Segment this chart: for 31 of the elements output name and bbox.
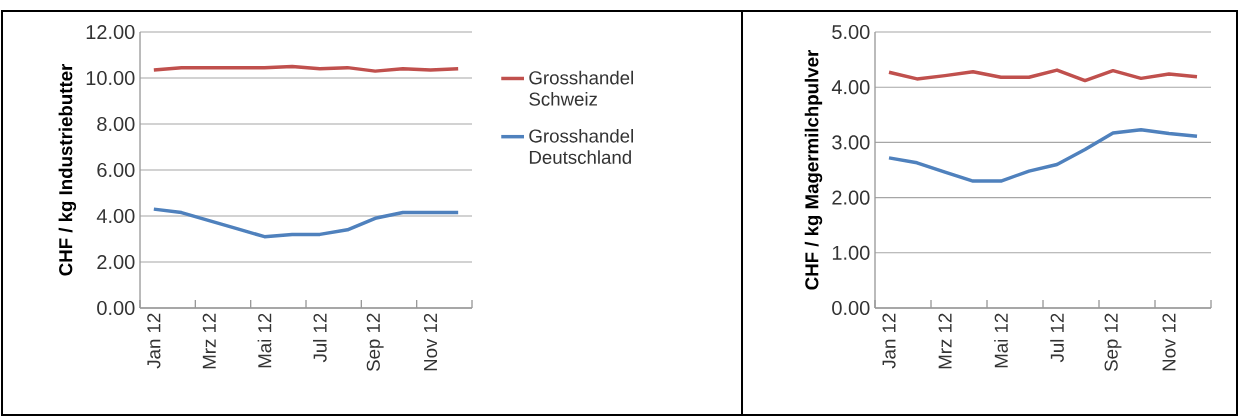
legend-label: Grosshandel Deutschland [529, 128, 633, 164]
y-tick-label: 0.00 [832, 300, 870, 316]
y-tick-label: 3.00 [832, 135, 870, 150]
x-tick-label: Jan 12 [147, 313, 161, 369]
y-tick-label: 4.00 [831, 80, 870, 95]
x-tick-label: Jul 12 [312, 313, 327, 363]
x-tick-label: Jul 12 [1050, 313, 1064, 363]
y-axis-title: CHF / kg Magermilchpulver [804, 49, 823, 290]
x-tick-label: Mrz 12 [938, 313, 952, 369]
x-tick-label: Nov 12 [1162, 313, 1176, 371]
y-tick-label: 5.00 [832, 24, 870, 40]
y-tick-label: 12.00 [86, 24, 135, 40]
y-tick-label: 0.00 [97, 300, 135, 316]
line-series [887, 68, 1199, 83]
y-axis-title: CHF / kg Industriebutter [58, 63, 77, 276]
x-tick-label: Mai 12 [257, 313, 272, 368]
x-tick-label: Mrz 12 [202, 313, 216, 369]
line-series [887, 127, 1199, 183]
y-tick-label: 6.00 [97, 162, 135, 178]
y-tick-label: 2.00 [832, 190, 870, 205]
y-tick-label: 2.00 [97, 254, 135, 270]
x-tick-label: Sep 12 [366, 313, 384, 372]
y-tick-label: 8.00 [97, 116, 135, 132]
y-tick-label: 4.00 [96, 208, 135, 224]
y-tick-label: 1.00 [832, 245, 870, 260]
x-tick-label: Nov 12 [423, 313, 438, 371]
x-tick-label: Sep 12 [1104, 313, 1122, 372]
legend-label: Grosshandel Schweiz [529, 70, 633, 106]
x-tick-label: Jan 12 [882, 313, 896, 369]
x-tick-label: Mai 12 [994, 313, 1008, 368]
y-tick-label: 10.00 [86, 70, 135, 86]
